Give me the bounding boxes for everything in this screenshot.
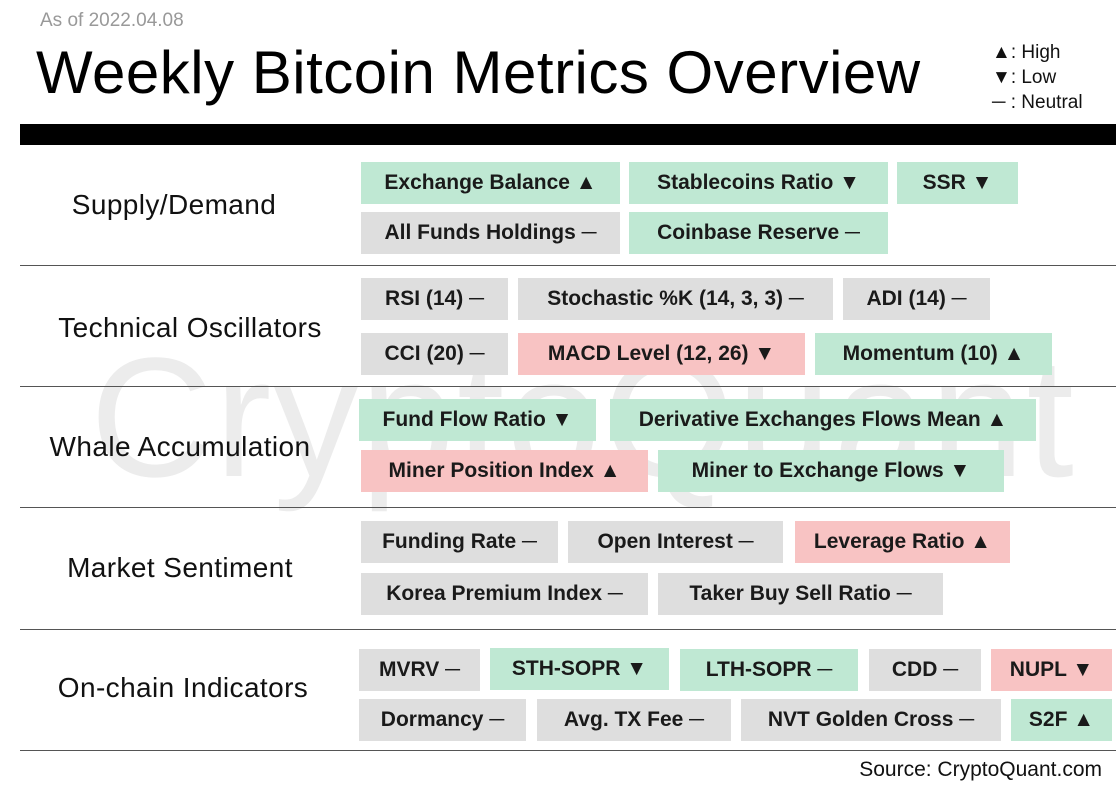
legend-label: : Neutral xyxy=(1005,92,1083,113)
legend-label: : Low xyxy=(1010,67,1057,88)
dash-icon: ─ xyxy=(992,92,1006,113)
metric-chip: LTH-SOPR ─ xyxy=(680,649,858,691)
metric-chip: Momentum (10) ▲ xyxy=(815,333,1052,375)
legend-item-high: ▲: High xyxy=(992,40,1083,65)
metric-chip: Leverage Ratio ▲ xyxy=(795,521,1010,563)
metric-chip: Avg. TX Fee ─ xyxy=(537,699,731,741)
section-divider xyxy=(20,750,1116,751)
section-divider xyxy=(20,265,1116,266)
metric-chip: Taker Buy Sell Ratio ─ xyxy=(658,573,943,615)
section-market-sentiment: Market Sentiment Funding Rate ─ Open Int… xyxy=(20,508,1116,630)
metric-chip: S2F ▲ xyxy=(1011,699,1112,741)
metric-chip: Miner to Exchange Flows ▼ xyxy=(658,450,1004,492)
metric-chip: ADI (14) ─ xyxy=(843,278,990,320)
section-divider xyxy=(20,507,1116,508)
section-label: On-chain Indicators xyxy=(57,672,309,703)
metric-chip: All Funds Holdings ─ xyxy=(361,212,620,254)
metric-chip: Korea Premium Index ─ xyxy=(361,573,648,615)
metric-chip: Coinbase Reserve ─ xyxy=(629,212,888,254)
metric-chip: Derivative Exchanges Flows Mean ▲ xyxy=(610,399,1036,441)
metric-chip: Stablecoins Ratio ▼ xyxy=(629,162,888,204)
section-technical-oscillators: Technical Oscillators RSI (14) ─ Stochas… xyxy=(20,266,1116,387)
metric-chip: Funding Rate ─ xyxy=(361,521,558,563)
legend-label: : High xyxy=(1010,42,1061,63)
section-supply-demand: Supply/Demand Exchange Balance ▲ Stablec… xyxy=(20,145,1116,266)
metric-chip: Exchange Balance ▲ xyxy=(361,162,620,204)
legend: ▲: High ▼: Low ─ : Neutral xyxy=(992,40,1083,115)
down-triangle-icon: ▼ xyxy=(992,67,1011,88)
metric-chip: CCI (20) ─ xyxy=(361,333,508,375)
header-divider-bar xyxy=(20,124,1116,145)
as-of-date: As of 2022.04.08 xyxy=(40,10,184,31)
metric-chip: MVRV ─ xyxy=(359,649,480,691)
metric-chip: STH-SOPR ▼ xyxy=(490,648,669,690)
metric-chip: CDD ─ xyxy=(869,649,981,691)
metric-chip: Miner Position Index ▲ xyxy=(361,450,648,492)
section-divider xyxy=(20,386,1116,387)
section-label: Whale Accumulation xyxy=(49,431,311,462)
metric-chip: Open Interest ─ xyxy=(568,521,783,563)
section-divider xyxy=(20,629,1116,630)
source-credit: Source: CryptoQuant.com xyxy=(859,758,1102,781)
section-label: Supply/Demand xyxy=(71,189,277,220)
section-whale-accumulation: Whale Accumulation Fund Flow Ratio ▼ Der… xyxy=(20,387,1116,508)
legend-item-low: ▼: Low xyxy=(992,65,1083,90)
metric-chip: SSR ▼ xyxy=(897,162,1018,204)
section-label: Technical Oscillators xyxy=(58,312,322,343)
metric-chip: RSI (14) ─ xyxy=(361,278,508,320)
metric-chip: Dormancy ─ xyxy=(359,699,526,741)
metric-chip: NUPL ▼ xyxy=(991,649,1112,691)
legend-item-neutral: ─ : Neutral xyxy=(992,90,1083,115)
metric-chip: Fund Flow Ratio ▼ xyxy=(359,399,596,441)
metric-chip: MACD Level (12, 26) ▼ xyxy=(518,333,805,375)
metric-chip: NVT Golden Cross ─ xyxy=(741,699,1001,741)
section-on-chain-indicators: On-chain Indicators MVRV ─ STH-SOPR ▼ LT… xyxy=(20,630,1116,751)
metric-chip: Stochastic %K (14, 3, 3) ─ xyxy=(518,278,833,320)
section-label: Market Sentiment xyxy=(67,552,293,583)
up-triangle-icon: ▲ xyxy=(992,42,1011,63)
page-title: Weekly Bitcoin Metrics Overview xyxy=(36,39,921,106)
